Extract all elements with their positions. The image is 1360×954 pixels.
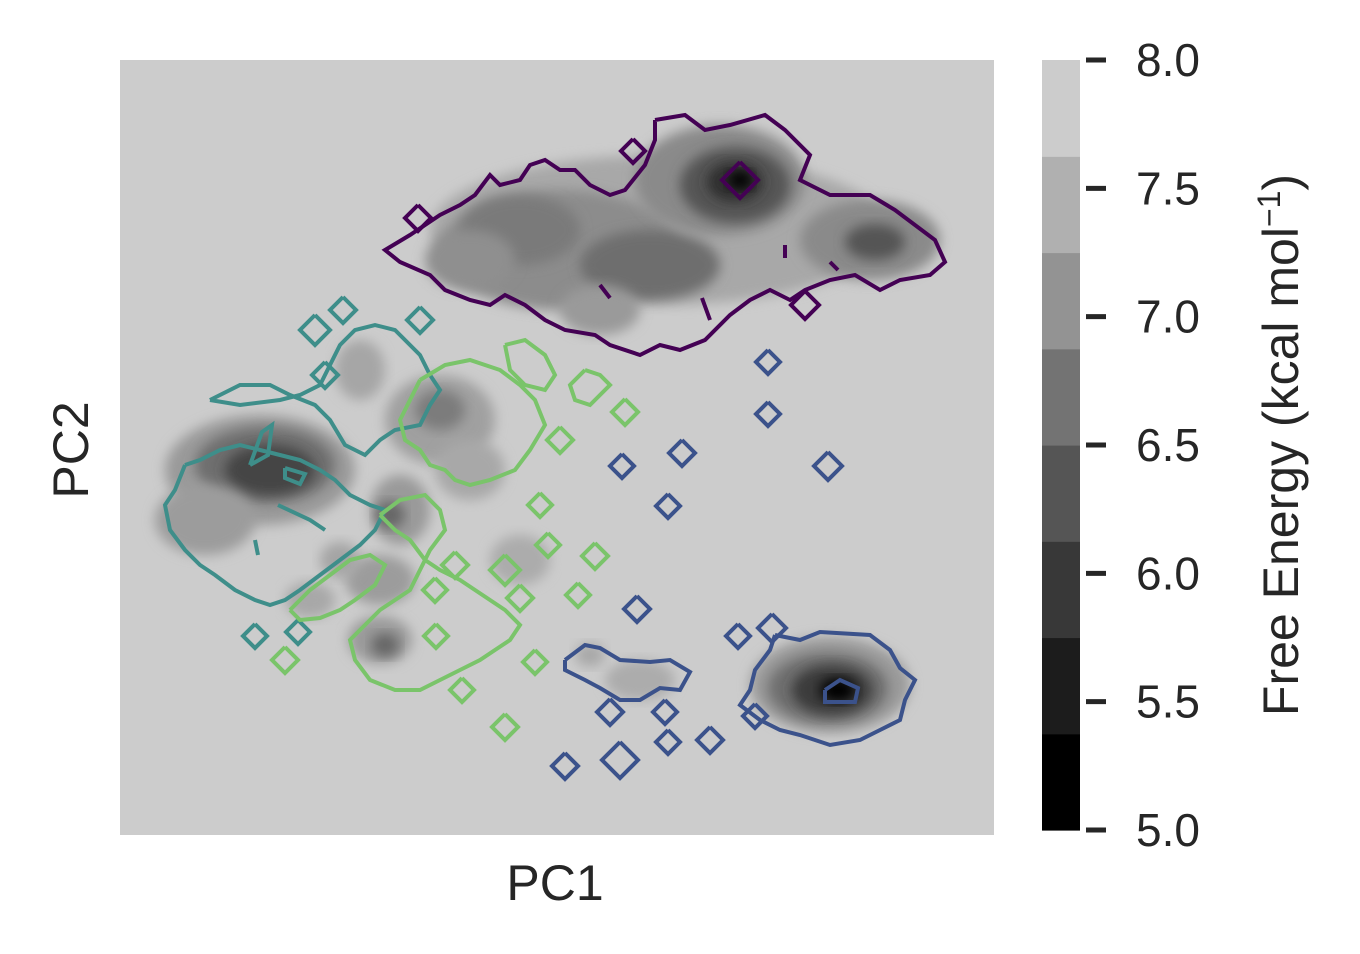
cluster-3-contour (327, 295, 359, 326)
energy-basin (580, 230, 720, 300)
cluster-1-contour (402, 203, 434, 234)
cluster-4-contour (288, 552, 388, 623)
cluster-2-contour (723, 622, 753, 651)
cluster-3-contour (283, 466, 308, 487)
energy-basin (605, 660, 675, 700)
cluster-2-contour (823, 677, 861, 704)
colorbar-tick-label: 8.0 (1136, 34, 1200, 86)
cluster-4-contour (567, 368, 613, 408)
colorbar-tick-label: 7.5 (1136, 162, 1200, 214)
cluster-2-contour (621, 594, 653, 625)
colorbar-ticks: 5.0 5.5 6.0 6.5 7.0 7.5 8.0 (1086, 34, 1200, 856)
colorbar-level-2 (1042, 541, 1080, 639)
colorbar-title-main: Free Energy (kcal mol (1253, 227, 1309, 716)
cluster-2-contour (666, 438, 698, 469)
colorbar-tick-label: 5.0 (1136, 804, 1200, 856)
x-axis-title: PC1 (506, 855, 603, 911)
cluster-contours (162, 112, 948, 782)
cluster-2-contour (740, 702, 770, 731)
cluster-1-contour (598, 283, 612, 300)
cluster-3-contour (297, 313, 333, 348)
cluster-4-contour (533, 531, 563, 560)
cluster-2-contour (755, 612, 789, 645)
colorbar-level-4 (1042, 348, 1080, 446)
energy-basin (435, 440, 505, 500)
energy-basin (560, 285, 640, 335)
cluster-3-contour (277, 503, 327, 532)
y-axis-title: PC2 (43, 401, 99, 498)
cluster-4-contour (544, 425, 576, 456)
cluster-2-contour (737, 629, 918, 748)
energy-basin (371, 633, 399, 657)
cluster-4-contour (397, 357, 548, 488)
cluster-3-contour (248, 420, 275, 467)
colorbar (1042, 60, 1080, 831)
colorbar-title-suffix: ) (1253, 174, 1309, 191)
cluster-3-contour (283, 618, 313, 647)
cluster-2-contour (563, 642, 693, 702)
energy-basin (425, 230, 515, 290)
cluster-4-contour (520, 648, 550, 677)
cluster-3-contour (309, 360, 341, 391)
colorbar-tick-label: 6.0 (1136, 547, 1200, 599)
cluster-2-contour (753, 348, 783, 377)
cluster-4-contour (447, 676, 477, 705)
cluster-2-contour (650, 698, 680, 727)
cluster-1-contour (618, 137, 648, 166)
energy-basin (155, 485, 255, 555)
cluster-4-contour (347, 492, 523, 692)
cluster-1-contour (700, 297, 712, 321)
colorbar-level-0 (1042, 733, 1080, 831)
cluster-2-contour (811, 450, 845, 483)
cluster-2-contour (607, 452, 637, 481)
cluster-3-contour (404, 305, 436, 336)
energy-basin (490, 535, 550, 585)
colorbar-tick-label: 7.0 (1136, 291, 1200, 343)
cluster-3-contour (240, 622, 270, 651)
colorbar-tick-label: 5.5 (1136, 676, 1200, 728)
energy-basin (415, 390, 465, 430)
cluster-4-contour (421, 622, 451, 651)
cluster-4-contour (525, 491, 555, 520)
cluster-2-contour (653, 728, 683, 757)
colorbar-level-7 (1042, 60, 1080, 157)
cluster-2-contour (594, 697, 626, 728)
energy-basin (728, 171, 752, 189)
cluster-4-contour (489, 712, 521, 743)
colorbar-title: Free Energy (kcal mol−1) (1251, 174, 1309, 716)
free-energy-surface (155, 125, 940, 733)
cluster-3-contour (209, 322, 443, 458)
cluster-4-contour (563, 581, 593, 610)
cluster-2-contour (599, 740, 641, 781)
cluster-4-contour (487, 553, 523, 588)
energy-basin (335, 340, 385, 400)
cluster-1-contour (828, 260, 840, 272)
colorbar-level-5 (1042, 252, 1080, 350)
cluster-4-contour (503, 337, 558, 393)
cluster-4-contour (579, 541, 611, 572)
cluster-2-contour (653, 492, 683, 521)
cluster-3-contour (253, 539, 260, 556)
cluster-2-contour (753, 400, 783, 429)
colorbar-level-1 (1042, 637, 1080, 735)
cluster-4-contour (504, 583, 536, 614)
cluster-1-contour (788, 289, 822, 322)
cluster-4-contour (420, 576, 450, 605)
colorbar-title-superscript: −1 (1251, 191, 1287, 227)
colorbar-level-6 (1042, 156, 1080, 254)
cluster-4-contour (439, 550, 471, 581)
cluster-4-contour (269, 645, 301, 676)
cluster-1-contour (719, 160, 761, 201)
cluster-2-contour (549, 751, 581, 782)
energy-basin (845, 224, 905, 260)
colorbar-tick-label: 6.5 (1136, 419, 1200, 471)
colorbar-level-3 (1042, 445, 1080, 542)
cluster-4-contour (609, 397, 641, 428)
cluster-1-contour (381, 112, 948, 358)
cluster-2-contour (694, 725, 726, 756)
